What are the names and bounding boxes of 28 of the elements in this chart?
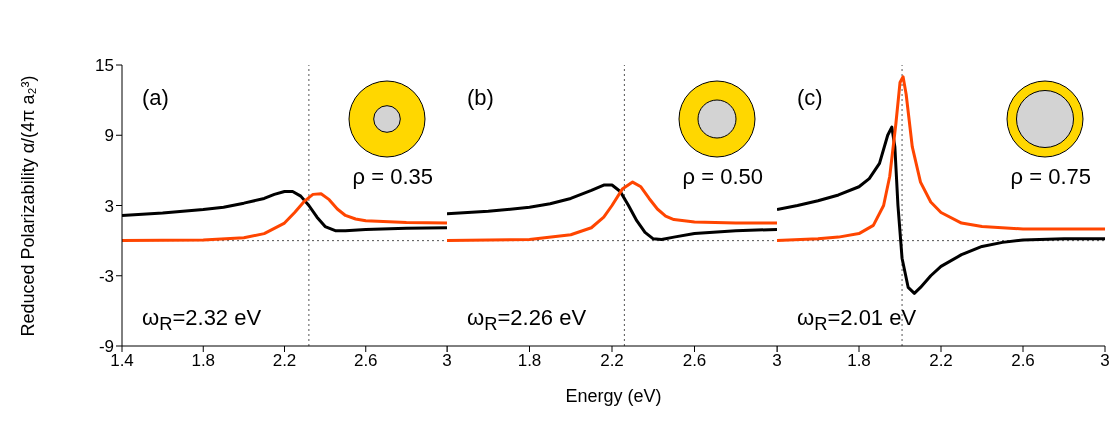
x-tick-label: 2.6 xyxy=(682,351,707,371)
x-tick-label: 3 xyxy=(1100,351,1110,371)
annotation: ρ = 0.50 xyxy=(682,164,763,190)
annotation: (a) xyxy=(142,85,169,111)
annotation: (b) xyxy=(467,85,494,111)
y-tick-label: 3 xyxy=(104,196,114,216)
annotation: ρ = 0.75 xyxy=(1010,164,1091,190)
y-tick-label: 15 xyxy=(95,56,114,76)
y-tick-label: 9 xyxy=(104,126,114,146)
annotation: ρ = 0.35 xyxy=(352,164,433,190)
y-tick-label: -3 xyxy=(98,266,114,286)
x-tick-label: 3 xyxy=(442,351,452,371)
x-tick-label: 1.4 xyxy=(110,351,134,371)
x-tick-label: 2.2 xyxy=(929,351,953,371)
annotation: ω$_{R}$=2.32 eV xyxy=(142,305,262,336)
x-axis-title: Energy (eV) xyxy=(564,386,663,407)
x-tick-label: 1.8 xyxy=(517,351,542,371)
x-tick-label: 1.8 xyxy=(847,351,871,371)
x-tick-label: 2.6 xyxy=(353,351,378,371)
x-tick-label: 3 xyxy=(772,351,782,371)
x-tick-label: 2.2 xyxy=(272,351,297,371)
x-tick-label: 1.8 xyxy=(191,351,216,371)
x-tick-label: 2.2 xyxy=(600,351,624,371)
annotation: ω$_{R}$=2.26 eV xyxy=(467,305,587,336)
x-tick-label: 2.6 xyxy=(1011,351,1035,371)
annotation: (c) xyxy=(797,85,823,111)
annotation: ω$_{R}$=2.01 eV xyxy=(797,305,917,336)
y-axis-title: Reduced Polarizability α/(4π a₂³) xyxy=(17,75,39,336)
